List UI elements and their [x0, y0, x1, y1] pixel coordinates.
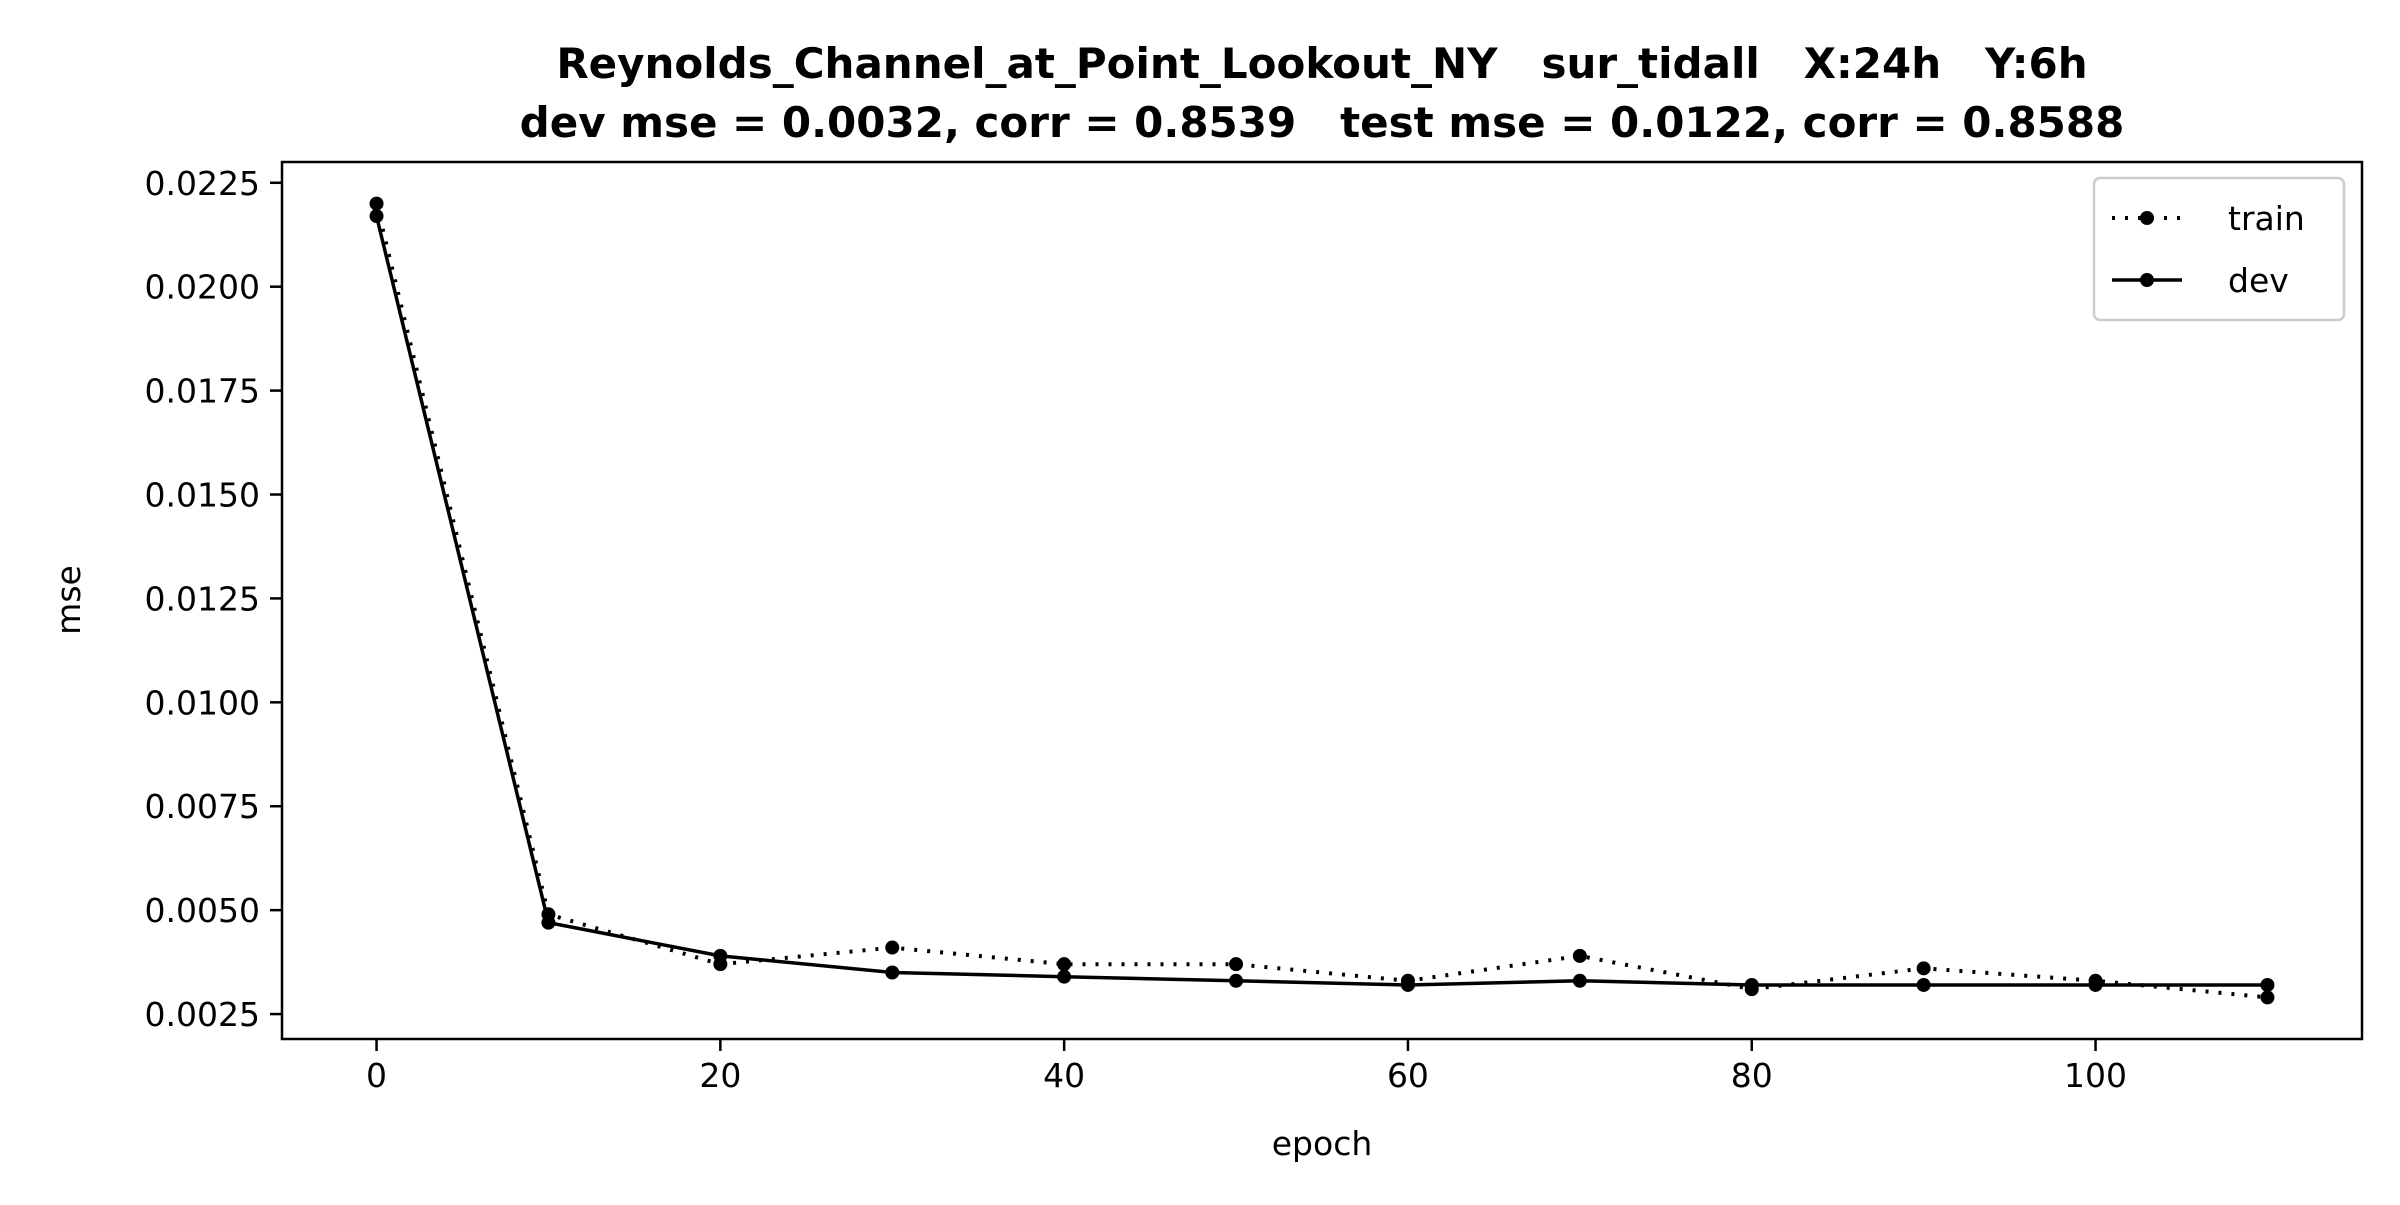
data-point-train — [885, 940, 900, 955]
y-tick-label: 0.0200 — [145, 268, 260, 307]
legend: train dev — [2092, 176, 2346, 322]
series-line-dev — [374, 215, 2268, 987]
x-tick-label: 20 — [699, 1056, 741, 1095]
x-tick-label: 100 — [2064, 1056, 2127, 1095]
chart-title: Reynolds_Channel_at_Point_Lookout_NY sur… — [556, 39, 2087, 88]
data-point-dev — [369, 209, 384, 224]
data-point-train — [1572, 948, 1587, 963]
y-axis: 0.0025 0.0050 0.0075 0.0100 0.0125 0.0150 0.01… — [145, 164, 282, 1034]
data-point-dev — [1229, 973, 1244, 988]
data-point-dev — [885, 965, 900, 980]
y-tick-label: 0.0225 — [145, 164, 260, 203]
chart-subtitle: dev mse = 0.0032, corr = 0.8539 test mse… — [520, 98, 2125, 147]
plot-area — [369, 196, 2275, 1005]
data-point-dev — [1916, 977, 1931, 992]
legend-box — [2092, 176, 2346, 322]
y-tick-label: 0.0100 — [145, 683, 260, 722]
data-point-train — [369, 196, 384, 211]
y-tick-label: 0.0025 — [145, 995, 260, 1034]
data-point-dev — [1057, 969, 1072, 984]
series-line-train — [374, 203, 2268, 1000]
data-point-dev — [1744, 977, 1759, 992]
data-point-dev — [2260, 977, 2275, 992]
data-point-dev — [541, 915, 556, 930]
data-point-train — [1229, 957, 1244, 972]
y-tick-label: 0.0050 — [145, 891, 260, 930]
data-point-dev — [1572, 973, 1587, 988]
legend-marker-dev — [2140, 273, 2154, 287]
legend-marker-train — [2140, 211, 2154, 225]
x-axis-label: epoch — [1272, 1124, 1373, 1163]
legend-label-dev: dev — [2228, 261, 2289, 300]
data-point-dev — [1400, 977, 1415, 992]
data-point-train — [2260, 990, 2275, 1005]
y-tick-label: 0.0175 — [145, 372, 260, 411]
legend-label-train: train — [2228, 199, 2305, 238]
data-point-dev — [713, 948, 728, 963]
data-point-dev — [2088, 977, 2103, 992]
x-tick-label: 0 — [366, 1056, 387, 1095]
x-tick-label: 40 — [1043, 1056, 1085, 1095]
x-tick-label: 60 — [1387, 1056, 1429, 1095]
y-tick-label: 0.0075 — [145, 787, 260, 826]
x-tick-label: 80 — [1731, 1056, 1773, 1095]
data-point-train — [1057, 957, 1072, 972]
y-axis-label: mse — [49, 565, 88, 635]
y-tick-label: 0.0150 — [145, 476, 260, 515]
plot-frame — [280, 160, 2364, 1041]
x-axis: 0 20 40 60 80 100 — [366, 1039, 2127, 1095]
data-point-train — [1916, 961, 1931, 976]
y-tick-label: 0.0125 — [145, 579, 260, 618]
